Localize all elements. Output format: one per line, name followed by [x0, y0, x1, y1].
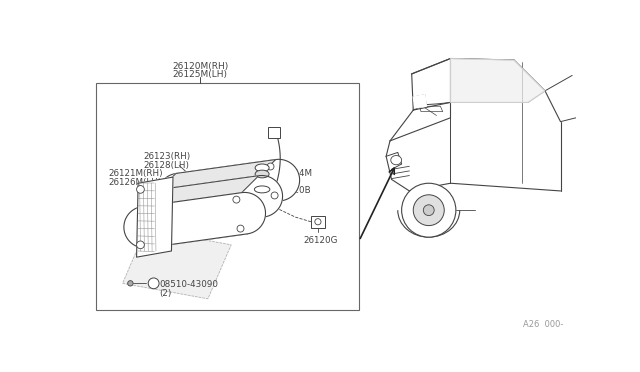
Text: (2): (2) — [159, 289, 172, 298]
Circle shape — [237, 225, 244, 232]
Polygon shape — [164, 201, 282, 231]
Text: 26128(LH): 26128(LH) — [143, 161, 189, 170]
Ellipse shape — [254, 186, 270, 193]
Ellipse shape — [255, 170, 269, 178]
Text: 26120G: 26120G — [303, 235, 337, 245]
Polygon shape — [158, 159, 300, 215]
Polygon shape — [142, 176, 259, 206]
Polygon shape — [136, 177, 173, 257]
Text: 26120B: 26120B — [278, 186, 311, 195]
FancyBboxPatch shape — [268, 127, 280, 138]
Text: 08510-43090: 08510-43090 — [160, 280, 219, 289]
Ellipse shape — [391, 155, 402, 165]
Circle shape — [127, 280, 133, 286]
Text: 26124M: 26124M — [278, 169, 312, 179]
Circle shape — [148, 278, 159, 289]
Circle shape — [136, 241, 145, 249]
Polygon shape — [413, 95, 426, 108]
Text: 26126M(LH): 26126M(LH) — [108, 178, 161, 187]
Text: 26125M(LH): 26125M(LH) — [173, 70, 228, 79]
FancyBboxPatch shape — [311, 216, 325, 228]
Circle shape — [315, 219, 321, 225]
Polygon shape — [124, 192, 266, 248]
Circle shape — [402, 183, 456, 237]
Circle shape — [423, 205, 434, 216]
Circle shape — [413, 195, 444, 225]
Circle shape — [271, 192, 278, 199]
Polygon shape — [123, 230, 231, 299]
Polygon shape — [148, 217, 264, 248]
Text: 26120M(RH): 26120M(RH) — [172, 62, 228, 71]
Text: 26121M(RH): 26121M(RH) — [108, 169, 163, 179]
Text: 26123(RH): 26123(RH) — [143, 153, 191, 161]
Text: A26  000-: A26 000- — [524, 320, 564, 329]
Polygon shape — [159, 160, 276, 190]
Circle shape — [136, 186, 145, 193]
Circle shape — [267, 163, 274, 170]
Bar — [95, 83, 359, 310]
Polygon shape — [141, 176, 282, 231]
Polygon shape — [451, 58, 545, 102]
Ellipse shape — [255, 164, 269, 172]
Text: S: S — [151, 280, 156, 289]
Circle shape — [233, 196, 240, 203]
